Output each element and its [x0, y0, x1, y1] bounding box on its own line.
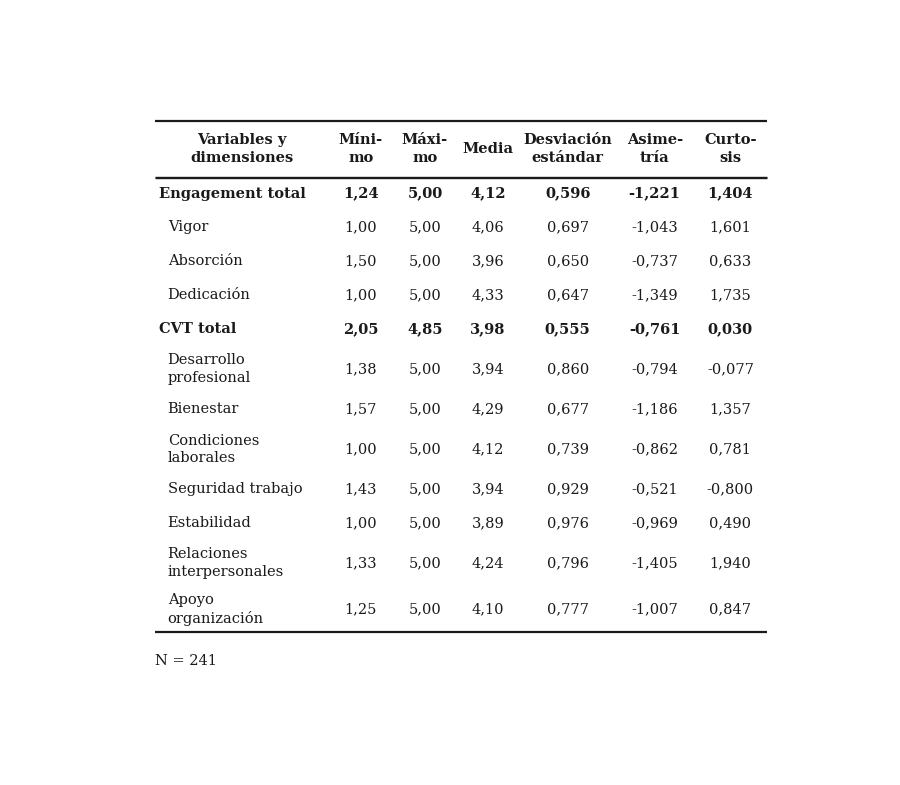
Text: 5,00: 5,00	[409, 602, 441, 616]
Text: 1,735: 1,735	[709, 288, 752, 302]
Text: 0,847: 0,847	[709, 602, 752, 616]
Text: Curto-
sis: Curto- sis	[704, 133, 757, 165]
Text: Absorción: Absorción	[167, 254, 242, 268]
Text: Bienestar: Bienestar	[167, 402, 239, 416]
Text: 1,00: 1,00	[345, 288, 377, 302]
Text: -1,349: -1,349	[632, 288, 678, 302]
Text: Dedicación: Dedicación	[167, 288, 250, 302]
Text: 5,00: 5,00	[409, 221, 441, 235]
Text: 1,00: 1,00	[345, 516, 377, 530]
Text: 5,00: 5,00	[408, 187, 443, 200]
Text: 2,05: 2,05	[343, 322, 379, 336]
Text: -1,186: -1,186	[632, 402, 678, 416]
Text: 5,00: 5,00	[409, 482, 441, 496]
Text: 5,00: 5,00	[409, 556, 441, 570]
Text: 3,94: 3,94	[472, 362, 504, 376]
Text: Desarrollo
profesional: Desarrollo profesional	[167, 353, 251, 385]
Text: 1,00: 1,00	[345, 442, 377, 456]
Text: 4,29: 4,29	[472, 402, 504, 416]
Text: 0,555: 0,555	[544, 322, 590, 336]
Text: -0,761: -0,761	[629, 322, 680, 336]
Text: Máxi-
mo: Máxi- mo	[401, 133, 448, 165]
Text: 1,00: 1,00	[345, 221, 377, 235]
Text: 1,57: 1,57	[345, 402, 377, 416]
Text: 4,33: 4,33	[472, 288, 505, 302]
Text: 4,10: 4,10	[472, 602, 504, 616]
Text: 0,796: 0,796	[546, 556, 589, 570]
Text: 1,33: 1,33	[345, 556, 377, 570]
Text: 0,030: 0,030	[707, 322, 753, 336]
Text: 1,25: 1,25	[345, 602, 377, 616]
Text: -1,405: -1,405	[632, 556, 678, 570]
Text: 0,650: 0,650	[546, 254, 589, 268]
Text: Vigor: Vigor	[167, 221, 208, 235]
Text: 0,976: 0,976	[546, 516, 589, 530]
Text: Condiciones
laborales: Condiciones laborales	[167, 433, 259, 465]
Text: -1,221: -1,221	[629, 187, 680, 200]
Text: -0,800: -0,800	[706, 482, 754, 496]
Text: Desviación
estándar: Desviación estándar	[523, 133, 612, 165]
Text: 5,00: 5,00	[409, 516, 441, 530]
Text: 5,00: 5,00	[409, 254, 441, 268]
Text: 3,94: 3,94	[472, 482, 504, 496]
Text: -0,077: -0,077	[706, 362, 754, 376]
Text: Míni-
mo: Míni- mo	[338, 133, 382, 165]
Text: 0,633: 0,633	[709, 254, 752, 268]
Text: 0,490: 0,490	[709, 516, 752, 530]
Text: 0,781: 0,781	[709, 442, 752, 456]
Text: Seguridad trabajo: Seguridad trabajo	[167, 482, 302, 496]
Text: -0,521: -0,521	[632, 482, 678, 496]
Text: CVT total: CVT total	[158, 322, 236, 336]
Text: 1,404: 1,404	[707, 187, 753, 200]
Text: 4,06: 4,06	[472, 221, 505, 235]
Text: -0,794: -0,794	[632, 362, 678, 376]
Text: 1,38: 1,38	[345, 362, 377, 376]
Text: Variables y
dimensiones: Variables y dimensiones	[190, 133, 293, 165]
Text: 1,940: 1,940	[709, 556, 752, 570]
Text: 5,00: 5,00	[409, 402, 441, 416]
Text: 0,596: 0,596	[544, 187, 590, 200]
Text: 0,929: 0,929	[546, 482, 589, 496]
Text: 4,12: 4,12	[472, 442, 504, 456]
Text: 5,00: 5,00	[409, 442, 441, 456]
Text: -1,043: -1,043	[632, 221, 678, 235]
Text: 0,677: 0,677	[546, 402, 589, 416]
Text: -0,862: -0,862	[631, 442, 679, 456]
Text: 0,777: 0,777	[546, 602, 589, 616]
Text: 0,697: 0,697	[546, 221, 589, 235]
Text: Engagement total: Engagement total	[158, 187, 305, 200]
Text: 1,43: 1,43	[345, 482, 377, 496]
Text: N = 241: N = 241	[155, 654, 217, 668]
Text: -1,007: -1,007	[632, 602, 678, 616]
Text: Apoyo
organización: Apoyo organización	[167, 593, 264, 626]
Text: 4,24: 4,24	[472, 556, 504, 570]
Text: 1,601: 1,601	[709, 221, 752, 235]
Text: -0,969: -0,969	[631, 516, 679, 530]
Text: 1,50: 1,50	[345, 254, 377, 268]
Text: -0,737: -0,737	[631, 254, 679, 268]
Text: 5,00: 5,00	[409, 362, 441, 376]
Text: 0,860: 0,860	[546, 362, 589, 376]
Text: 5,00: 5,00	[409, 288, 441, 302]
Text: Relaciones
interpersonales: Relaciones interpersonales	[167, 547, 284, 579]
Text: Asime-
tría: Asime- tría	[626, 133, 683, 165]
Text: 4,85: 4,85	[407, 322, 443, 336]
Text: Estabilidad: Estabilidad	[167, 516, 251, 530]
Text: 0,647: 0,647	[546, 288, 589, 302]
Text: 3,98: 3,98	[471, 322, 506, 336]
Text: 3,89: 3,89	[472, 516, 505, 530]
Text: 0,739: 0,739	[546, 442, 589, 456]
Text: 4,12: 4,12	[471, 187, 506, 200]
Text: 1,24: 1,24	[343, 187, 379, 200]
Text: Media: Media	[463, 142, 514, 156]
Text: 1,357: 1,357	[709, 402, 752, 416]
Text: 3,96: 3,96	[472, 254, 505, 268]
